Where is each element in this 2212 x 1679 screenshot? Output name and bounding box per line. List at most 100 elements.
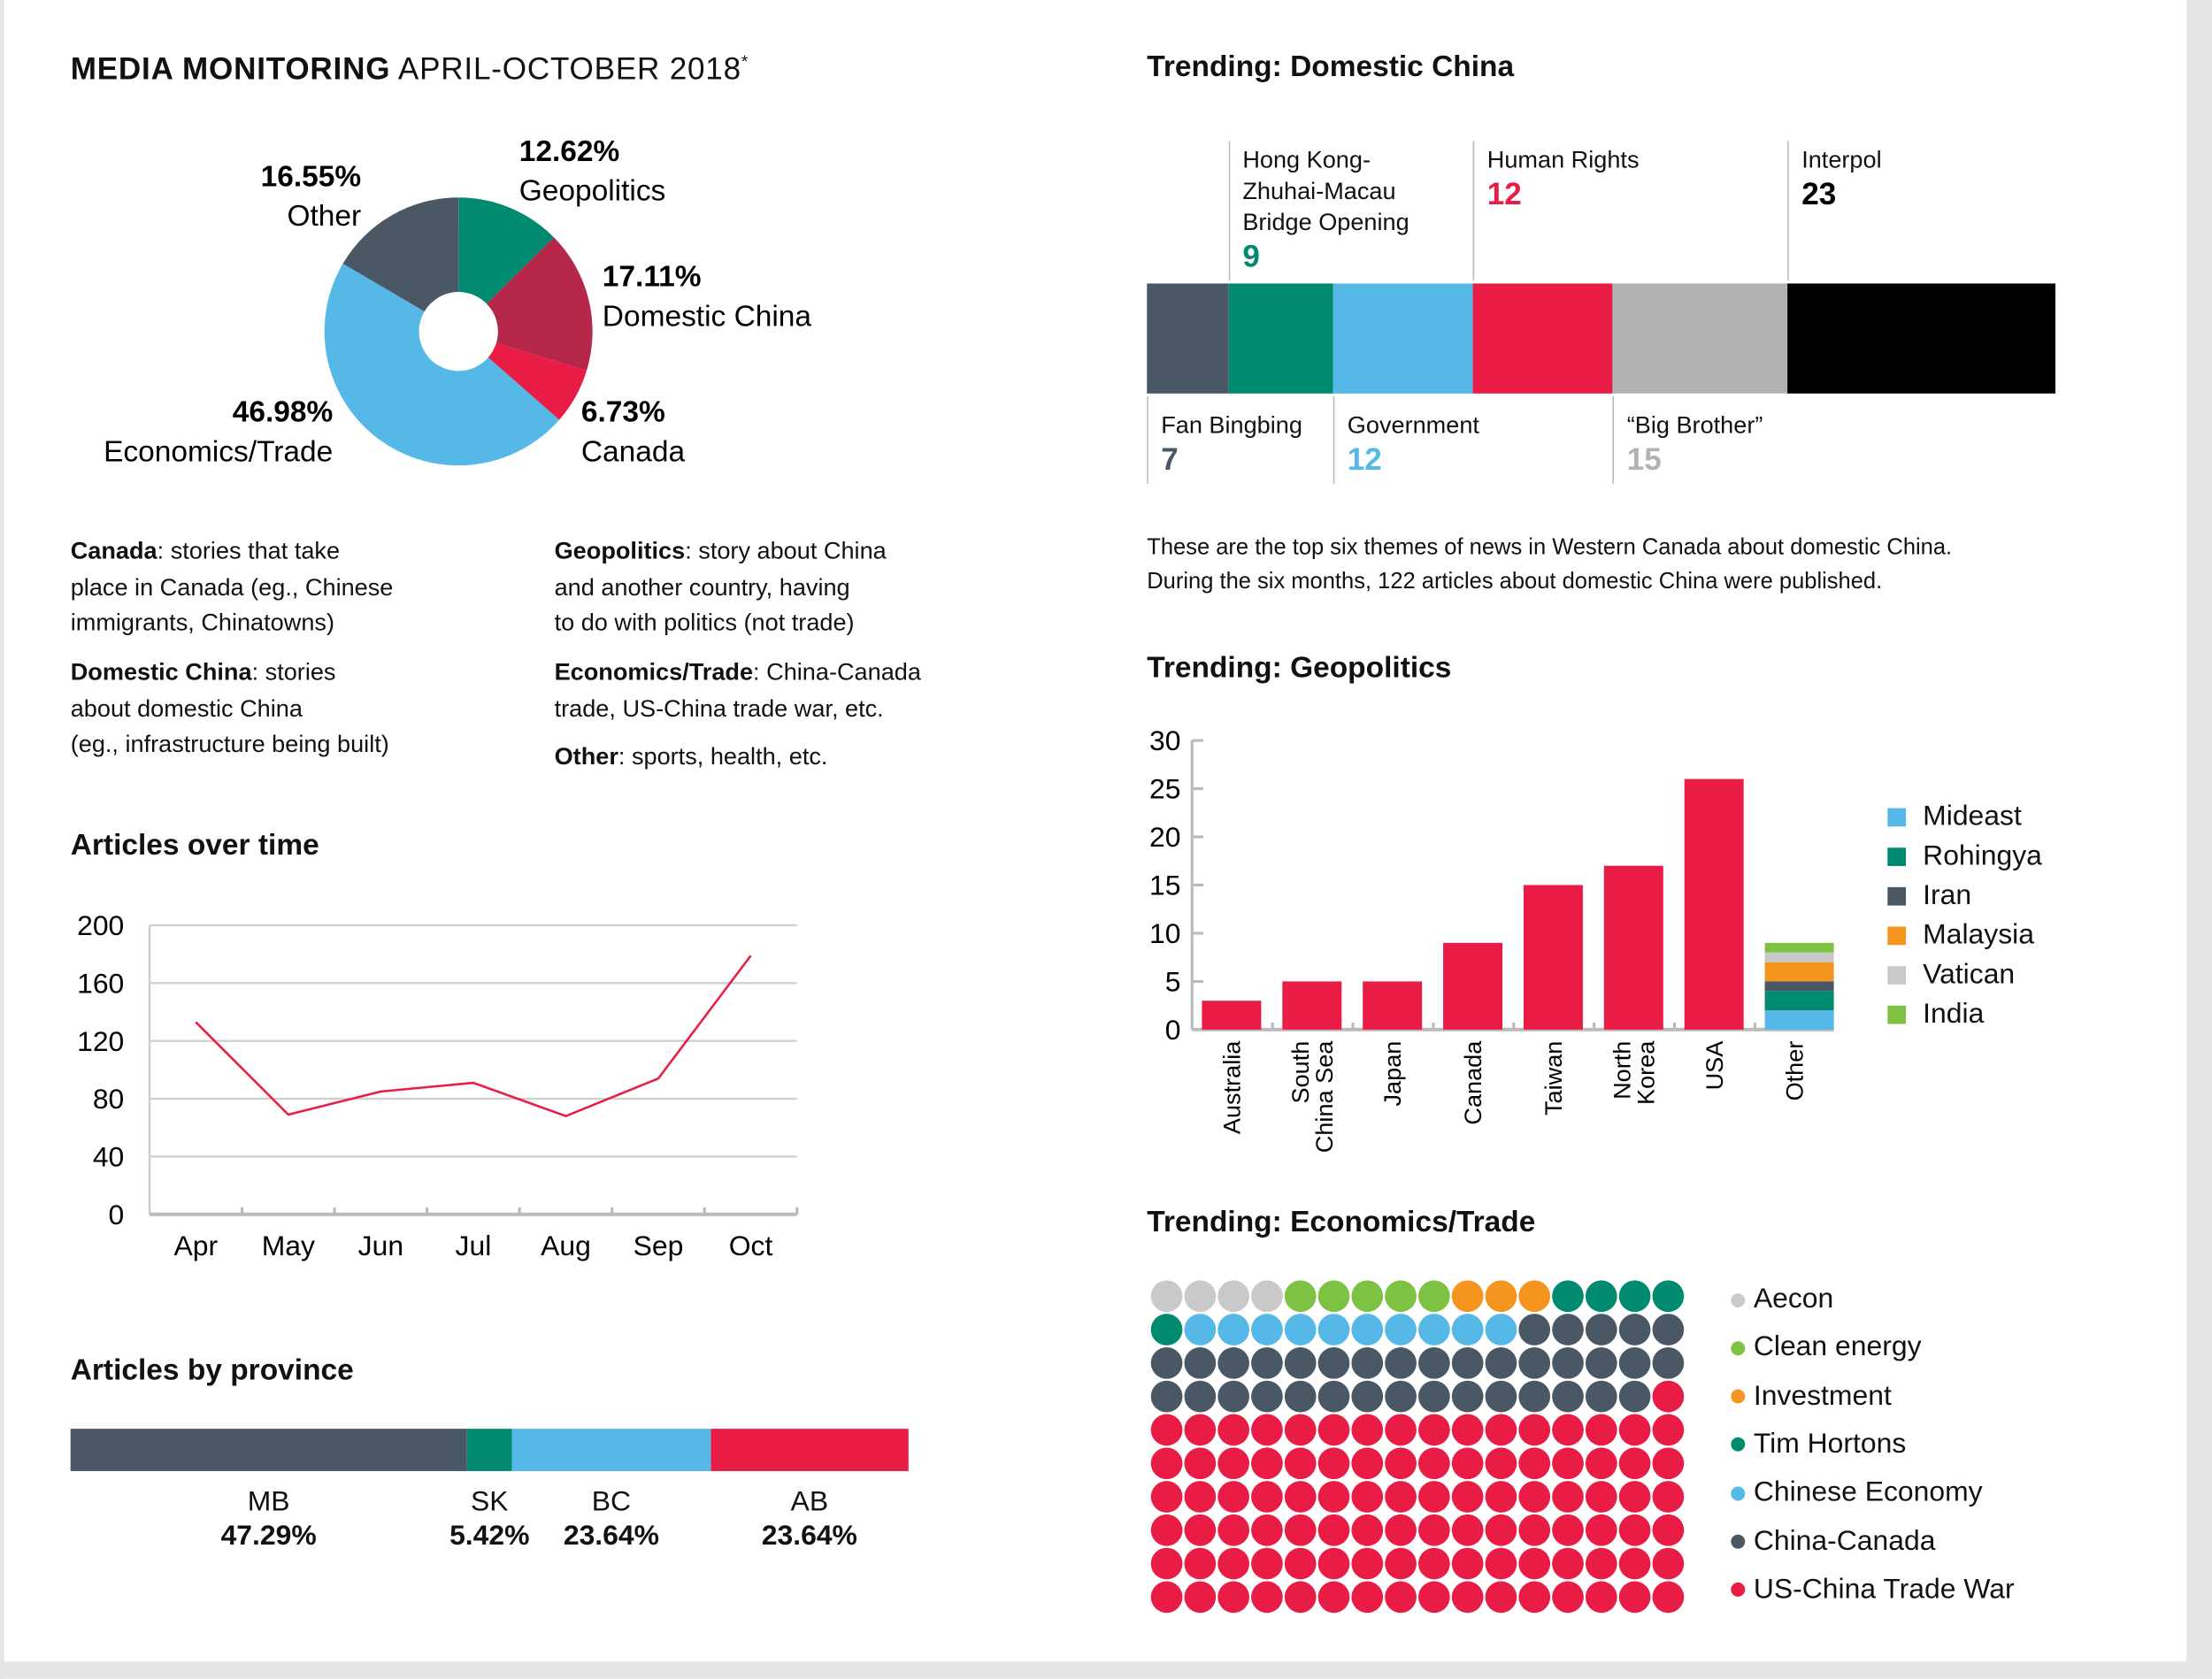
frame-bottom [0,1661,2212,1679]
economics-waffle [1150,1280,1685,1614]
waffle-dot-us-china-trade-war [1385,1581,1417,1614]
waffle-dot-china-canada [1217,1346,1250,1379]
frame-left [0,0,4,1679]
legend-dot [1731,1389,1746,1404]
title-bold: MEDIA MONITORING [70,50,391,87]
waffle-dot-us-china-trade-war [1618,1514,1651,1546]
waffle-dot-china-canada [1184,1380,1217,1413]
waffle-dot-aecon [1184,1280,1217,1313]
waffle-dot-us-china-trade-war [1184,1481,1217,1513]
caption-line: During the six months, 122 articles abou… [1147,570,1883,594]
waffle-dot-investment [1518,1280,1551,1313]
waffle-dot-us-china-trade-war [1217,1414,1250,1446]
label-leader-line [1147,396,1148,484]
label-count: 15 [1626,441,1662,477]
bar-other-iran [1764,981,1834,992]
waffle-dot-us-china-trade-war [1385,1414,1417,1446]
province-label-mb: MB 47.29% [184,1485,353,1553]
def-text: : stories that take [157,537,341,564]
x-tick-label: Japan [1379,1041,1406,1107]
waffle-dot-us-china-trade-war [1317,1547,1350,1580]
def-term: Economics/Trade [554,658,754,686]
frame-right [2186,0,2212,1679]
province-chart: MB 47.29% SK 5.42% BC 23.64% AB 23.64% [70,1429,909,1612]
line-chart: 0 40 80 120 160 200 Apr May Jun Jul Aug Sep Oct [77,909,799,1261]
def-term: Geopolitics [554,537,686,564]
domestic-label-hong-kong-zhuhai-macau-bridge-opening: Hong Kong- Zhuhai-Macau Bridge Opening 9 [1242,145,1409,272]
bar-other-india [1764,942,1834,953]
legend-malaysia: Malaysia [1887,920,2034,953]
x-tick-label: Apr [173,1230,218,1261]
waffle-dot-china-canada [1184,1346,1217,1379]
waffle-dot-clean-energy [1351,1280,1384,1313]
pie-slice-domestic-china [486,237,593,372]
province-chart-title: Articles by province [70,1353,354,1387]
def-text: and another country, having [554,573,850,601]
legend-rohingya: Rohingya [1887,840,2042,873]
waffle-dot-chinese-economy [1251,1314,1283,1346]
label-text: Interpol [1801,146,1882,174]
waffle-dot-us-china-trade-war [1351,1514,1384,1546]
waffle-dot-us-china-trade-war [1418,1547,1450,1580]
waffle-dot-us-china-trade-war [1217,1547,1250,1580]
bar-canada [1443,942,1503,1030]
waffle-dot-chinese-economy [1485,1314,1517,1346]
waffle-dot-chinese-economy [1284,1314,1317,1346]
x-tick-label: Other [1781,1041,1809,1101]
y-tick-label: 10 [1149,917,1180,949]
province-value: 47.29% [220,1520,317,1552]
pie-slice-economics-trade [324,264,560,466]
province-name: MB [247,1486,290,1518]
legend-label: India [1923,998,1985,1030]
waffle-dot-china-canada [1284,1346,1317,1379]
def-text: place in Canada (eg., Chinese [70,573,394,601]
waffle-dot-chinese-economy [1184,1314,1217,1346]
waffle-dot-china-canada [1251,1346,1283,1379]
waffle-dot-us-china-trade-war [1652,1481,1685,1513]
province-value: 23.64% [563,1520,660,1552]
def-text: : stories [251,658,336,686]
legend-label: Mideast [1923,801,2022,832]
title-light: APRIL-OCTOBER 2018 [397,50,741,87]
legend-iran: Iran [1887,880,1971,913]
definition-geopolitics: Geopolitics: story about China and anoth… [555,533,1034,641]
pie-slice-geopolitics [458,197,555,304]
def-text: : sports, health, etc. [618,743,828,770]
waffle-dot-us-china-trade-war [1150,1447,1183,1480]
waffle-dot-china-canada [1552,1346,1584,1379]
legend-dot [1731,1292,1746,1307]
domestic-segment-hong-kong-zhuhai-macau-bridge-opening [1228,283,1333,394]
waffle-dot-us-china-trade-war [1652,1547,1685,1580]
pie-value-other: 16.55% [261,160,362,193]
waffle-dot-us-china-trade-war [1618,1547,1651,1580]
waffle-dot-clean-energy [1418,1280,1450,1313]
waffle-dot-us-china-trade-war [1184,1414,1217,1446]
waffle-dot-us-china-trade-war [1485,1414,1517,1446]
waffle-dot-us-china-trade-war [1451,1447,1484,1480]
def-text: immigrants, Chinatowns) [70,609,334,637]
waffle-dot-us-china-trade-war [1585,1414,1617,1446]
pie-label-other: Other [287,200,361,233]
waffle-dot-china-canada [1451,1346,1484,1379]
waffle-dot-us-china-trade-war [1518,1414,1551,1446]
pie-slice-other [342,197,459,312]
legend-swatch [1887,886,1907,906]
province-value: 23.64% [761,1520,857,1552]
waffle-dot-us-china-trade-war [1485,1514,1517,1546]
waffle-dot-us-china-trade-war [1385,1481,1417,1513]
waffle-dot-aecon [1217,1280,1250,1313]
y-tick-label: 30 [1149,724,1180,756]
waffle-dot-us-china-trade-war [1552,1547,1584,1580]
waffle-dot-us-china-trade-war [1652,1581,1685,1614]
legend-dot [1731,1438,1746,1453]
domestic-segment-government [1333,283,1473,394]
bar-taiwan [1523,885,1583,1030]
waffle-dot-us-china-trade-war [1351,1581,1384,1614]
legend-dot [1731,1534,1746,1549]
waffle-dot-us-china-trade-war [1552,1414,1584,1446]
waffle-dot-clean-energy [1385,1280,1417,1313]
waffle-dot-us-china-trade-war [1418,1414,1450,1446]
waffle-dot-us-china-trade-war [1418,1514,1450,1546]
